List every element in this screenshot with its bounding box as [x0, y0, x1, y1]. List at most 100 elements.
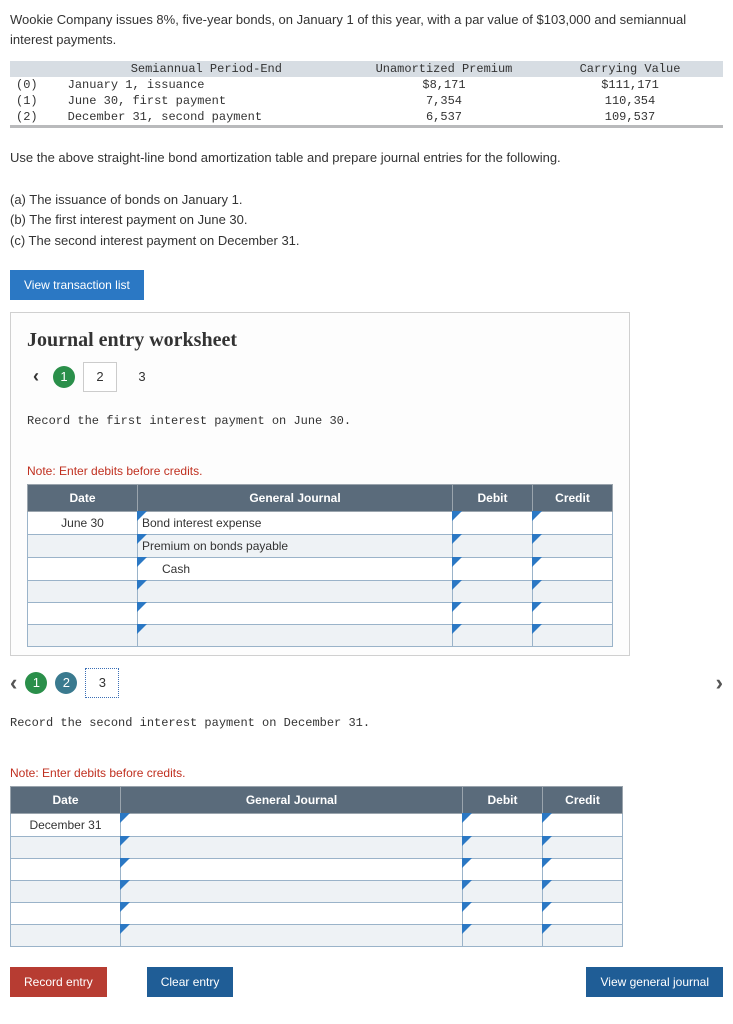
journal-table-1: Date General Journal Debit Credit June 3… [27, 484, 613, 647]
cell-date[interactable] [28, 624, 138, 646]
amort-header-period: Semiannual Period-End [62, 61, 351, 77]
instruction-a: (a) The issuance of bonds on January 1. [10, 190, 723, 211]
amort-row-period: January 1, issuance [62, 77, 351, 93]
cell-debit[interactable] [463, 880, 543, 902]
cell-credit[interactable] [543, 836, 623, 858]
th-debit: Debit [453, 484, 533, 511]
cell-credit[interactable] [533, 534, 613, 557]
tab-1[interactable]: 1 [53, 366, 75, 388]
amort-row-value: 110,354 [537, 93, 723, 109]
cell-account[interactable] [121, 924, 463, 946]
cell-date[interactable]: June 30 [28, 511, 138, 534]
cell-debit[interactable] [463, 858, 543, 880]
amort-row-idx: (2) [10, 109, 62, 127]
problem-statement: Wookie Company issues 8%, five-year bond… [10, 10, 723, 49]
cell-date[interactable] [28, 534, 138, 557]
chevron-left-icon[interactable]: ‹ [10, 670, 17, 696]
instruction-b: (b) The first interest payment on June 3… [10, 210, 723, 231]
cell-account[interactable] [138, 624, 453, 646]
cell-debit[interactable] [453, 511, 533, 534]
worksheet-title: Journal entry worksheet [27, 329, 613, 352]
cell-account[interactable]: Premium on bonds payable [138, 534, 453, 557]
cell-debit[interactable] [453, 602, 533, 624]
clear-entry-button[interactable]: Clear entry [147, 967, 234, 997]
th-date: Date [28, 484, 138, 511]
cell-account[interactable]: Cash [138, 557, 453, 580]
th-credit: Credit [533, 484, 613, 511]
instructions-intro: Use the above straight-line bond amortiz… [10, 148, 723, 169]
entry2-note: Note: Enter debits before credits. [10, 766, 623, 780]
journal-table-2: Date General Journal Debit Credit Decemb… [10, 786, 623, 947]
cell-credit[interactable] [543, 924, 623, 946]
chevron-right-icon[interactable]: › [716, 670, 723, 696]
cell-debit[interactable] [463, 902, 543, 924]
cell-account[interactable] [121, 813, 463, 836]
amortization-table: Semiannual Period-End Unamortized Premiu… [10, 61, 723, 128]
chevron-left-icon[interactable]: ‹ [27, 366, 45, 387]
amort-row-premium: 7,354 [351, 93, 537, 109]
amort-row-value: 109,537 [537, 109, 723, 127]
amort-row-period: June 30, first payment [62, 93, 351, 109]
cell-credit[interactable] [533, 602, 613, 624]
cell-date[interactable] [28, 602, 138, 624]
cell-date[interactable] [11, 924, 121, 946]
amort-row-premium: $8,171 [351, 77, 537, 93]
tab-2[interactable]: 2 [55, 672, 77, 694]
cell-debit[interactable] [463, 836, 543, 858]
th-general-journal: General Journal [121, 786, 463, 813]
cell-debit[interactable] [453, 557, 533, 580]
th-credit: Credit [543, 786, 623, 813]
cell-date[interactable] [28, 580, 138, 602]
th-general-journal: General Journal [138, 484, 453, 511]
cell-debit[interactable] [463, 924, 543, 946]
cell-debit[interactable] [453, 534, 533, 557]
action-button-row: Record entry Clear entry View general jo… [10, 967, 723, 997]
cell-account[interactable] [121, 902, 463, 924]
cell-debit[interactable] [463, 813, 543, 836]
cell-credit[interactable] [543, 813, 623, 836]
record-entry-button[interactable]: Record entry [10, 967, 107, 997]
worksheet-tab-row: ‹ 1 2 3 [27, 362, 613, 392]
view-transaction-list-button[interactable]: View transaction list [10, 270, 144, 300]
tab-2[interactable]: 2 [83, 362, 117, 392]
cell-account[interactable] [121, 836, 463, 858]
cell-date[interactable] [11, 902, 121, 924]
instruction-c: (c) The second interest payment on Decem… [10, 231, 723, 252]
entry1-note: Note: Enter debits before credits. [27, 464, 613, 478]
th-debit: Debit [463, 786, 543, 813]
cell-account[interactable]: Bond interest expense [138, 511, 453, 534]
cell-credit[interactable] [543, 880, 623, 902]
cell-credit[interactable] [533, 511, 613, 534]
amort-row-premium: 6,537 [351, 109, 537, 127]
cell-account[interactable] [121, 858, 463, 880]
cell-account[interactable] [138, 580, 453, 602]
amort-row-idx: (1) [10, 93, 62, 109]
tab-1[interactable]: 1 [25, 672, 47, 694]
tab-3[interactable]: 3 [125, 362, 159, 392]
worksheet-nav-row: ‹ 1 2 3 › [10, 668, 723, 698]
journal-worksheet: Journal entry worksheet ‹ 1 2 3 Record t… [10, 312, 630, 656]
cell-credit[interactable] [533, 557, 613, 580]
cell-debit[interactable] [453, 624, 533, 646]
cell-account[interactable] [138, 602, 453, 624]
cell-account[interactable] [121, 880, 463, 902]
cell-date[interactable] [28, 557, 138, 580]
amort-row-period: December 31, second payment [62, 109, 351, 127]
cell-debit[interactable] [453, 580, 533, 602]
tab-3[interactable]: 3 [85, 668, 119, 698]
instructions-block: Use the above straight-line bond amortiz… [10, 148, 723, 252]
view-general-journal-button[interactable]: View general journal [586, 967, 723, 997]
cell-date[interactable] [11, 836, 121, 858]
th-date: Date [11, 786, 121, 813]
cell-date[interactable]: December 31 [11, 813, 121, 836]
amort-header-premium: Unamortized Premium [351, 61, 537, 77]
entry2-prompt: Record the second interest payment on De… [10, 710, 623, 760]
amort-row-idx: (0) [10, 77, 62, 93]
cell-credit[interactable] [543, 902, 623, 924]
cell-credit[interactable] [533, 580, 613, 602]
cell-credit[interactable] [533, 624, 613, 646]
cell-credit[interactable] [543, 858, 623, 880]
cell-date[interactable] [11, 880, 121, 902]
entry1-prompt: Record the first interest payment on Jun… [27, 402, 613, 458]
cell-date[interactable] [11, 858, 121, 880]
